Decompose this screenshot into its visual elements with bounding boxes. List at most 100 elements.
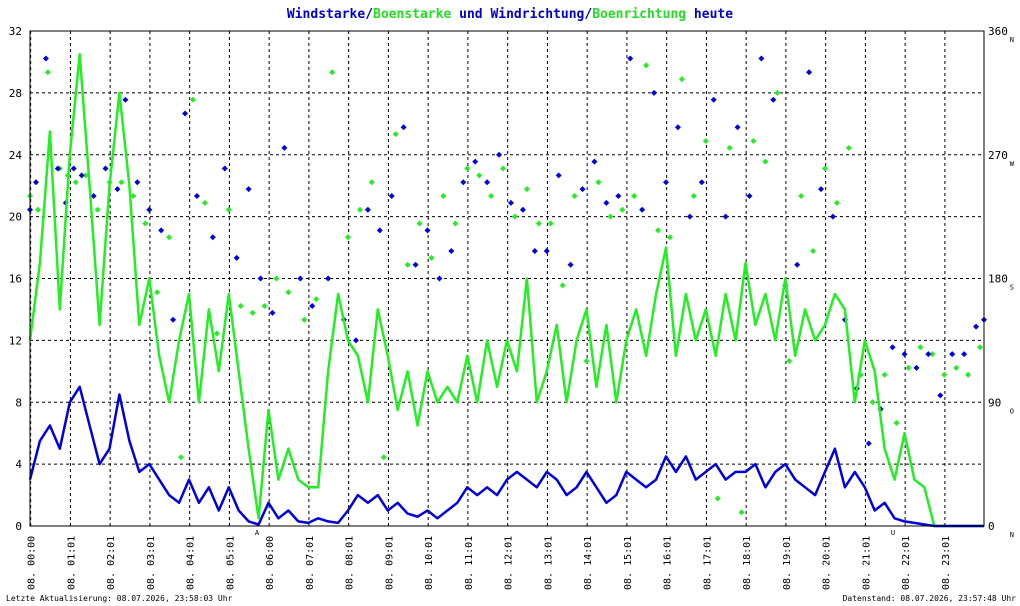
wind-direction-point bbox=[221, 165, 228, 172]
gust-direction-point bbox=[261, 303, 268, 309]
x-tick-label: 08. 05:01 bbox=[225, 536, 236, 590]
x-tick-label: 08. 10:01 bbox=[424, 536, 435, 590]
gust-direction-point bbox=[750, 138, 757, 144]
gust-direction-point bbox=[416, 220, 423, 227]
y-right-tick-label: 360 bbox=[988, 25, 1008, 38]
wind-direction-point bbox=[674, 124, 681, 131]
wind-direction-point bbox=[949, 351, 956, 358]
wind-direction-point bbox=[901, 351, 908, 358]
x-tick-label: 08. 02:01 bbox=[106, 536, 117, 590]
gust-direction-point bbox=[822, 165, 828, 172]
gust-direction-point bbox=[189, 96, 196, 103]
wind-direction-point bbox=[122, 96, 129, 103]
wind-direction-point bbox=[281, 144, 288, 151]
x-tick-label: 08. 04:01 bbox=[186, 536, 197, 590]
wind-direction-point bbox=[78, 172, 85, 179]
y-left-tick-label: 0 bbox=[15, 520, 22, 533]
gust-direction-point bbox=[500, 165, 507, 172]
gust-direction-point bbox=[142, 220, 149, 227]
wind-direction-point bbox=[496, 151, 503, 158]
x-tick-label: 08. 23:01 bbox=[941, 536, 952, 590]
gust-direction-point bbox=[977, 344, 984, 351]
gust-direction-point bbox=[345, 234, 351, 241]
title-sep1: / bbox=[365, 7, 373, 22]
x-tick-label: 08. 07:01 bbox=[305, 536, 316, 590]
y-right-direction-label: O bbox=[1010, 407, 1014, 415]
gust-direction-point bbox=[774, 89, 781, 96]
gust-direction-point bbox=[392, 131, 399, 138]
x-tick-label: 08. 01:01 bbox=[66, 536, 77, 590]
title-sep2: / bbox=[584, 7, 592, 22]
gust-direction-point bbox=[440, 193, 447, 199]
x-axis-labels: 08. 00:00 08. 01:01 08. 02:01 08. 03:01 08. … bbox=[27, 536, 952, 590]
gust-direction-point bbox=[881, 371, 888, 378]
gust-direction-point bbox=[607, 213, 614, 220]
y-left-tick-label: 4 bbox=[15, 458, 22, 471]
title-wind-dir: Windrichtung bbox=[490, 7, 584, 22]
gust-speed-line bbox=[28, 52, 984, 528]
gust-direction-point bbox=[965, 371, 972, 378]
y-right-direction-label: W bbox=[1010, 160, 1015, 168]
wind-direction-point bbox=[603, 199, 610, 206]
x-tick-label: 08. 20:01 bbox=[822, 536, 833, 590]
gust-direction-point bbox=[34, 206, 41, 213]
gust-direction-point bbox=[559, 282, 566, 289]
y-left-tick-label: 24 bbox=[9, 149, 23, 162]
footer-last-update: Letzte Aktualisierung: 08.07.2026, 23:58… bbox=[6, 594, 233, 603]
wind-direction-point bbox=[829, 213, 836, 220]
y-right-direction-label: S bbox=[1010, 284, 1014, 292]
wind-direction-point bbox=[90, 193, 97, 199]
wind-direction-point bbox=[54, 165, 61, 172]
x-tick-label: 08. 06:00 bbox=[265, 536, 276, 590]
wind-direction-point bbox=[400, 124, 407, 131]
wind-direction-point bbox=[170, 316, 177, 323]
wind-direction-point bbox=[543, 248, 550, 254]
gust-direction-point bbox=[118, 179, 125, 186]
x-tick-label: 08. 09:01 bbox=[384, 536, 395, 590]
wind-direction-point bbox=[579, 186, 586, 193]
gust-direction-point bbox=[869, 399, 876, 406]
wind-direction-point bbox=[555, 172, 562, 179]
wind-direction-point bbox=[722, 213, 729, 220]
wind-direction-point bbox=[158, 227, 165, 234]
gust-direction-point bbox=[213, 330, 220, 337]
wind-direction-point bbox=[352, 337, 359, 344]
wind-direction-point bbox=[770, 96, 777, 103]
wind-direction-point bbox=[591, 158, 598, 165]
y-right-tick-label: 0 bbox=[988, 520, 995, 533]
wind-direction-point bbox=[531, 248, 538, 254]
gust-direction-point bbox=[356, 206, 363, 213]
gust-direction-point bbox=[225, 206, 232, 213]
wind-direction-point bbox=[233, 254, 240, 261]
x-tick-label: 08. 15:01 bbox=[623, 536, 634, 590]
wind-direction-point bbox=[193, 193, 200, 199]
gust-direction-point bbox=[178, 454, 185, 461]
gust-direction-point bbox=[130, 193, 137, 199]
chart-title: Windstarke/Boenstarke und Windrichtung/B… bbox=[287, 7, 733, 22]
gust-direction-point bbox=[313, 296, 320, 303]
gust-direction-point bbox=[845, 144, 852, 151]
gust-direction-point bbox=[738, 509, 745, 516]
x-tick-label: 08. 19:01 bbox=[782, 536, 793, 590]
wind-direction-point bbox=[507, 199, 514, 206]
wind-direction-point bbox=[325, 275, 332, 282]
gust-direction-point bbox=[368, 179, 375, 186]
wind-direction-point bbox=[710, 96, 717, 103]
y-left-tick-label: 32 bbox=[9, 25, 22, 38]
wind-direction-point bbox=[484, 179, 491, 186]
wind-direction-point bbox=[567, 261, 574, 268]
wind-direction-point bbox=[925, 351, 932, 358]
y-right-tick-label: 270 bbox=[988, 149, 1008, 162]
gust-direction-point bbox=[488, 193, 495, 199]
gust-direction-point bbox=[678, 76, 685, 83]
wind-direction-point bbox=[519, 206, 526, 213]
gust-direction-point bbox=[201, 199, 208, 206]
wind-direction-point bbox=[297, 275, 304, 282]
gust-direction-point bbox=[44, 69, 51, 76]
gust-direction-point bbox=[929, 351, 936, 358]
gust-direction-point bbox=[583, 358, 590, 364]
gust-direction-point bbox=[94, 206, 101, 213]
y-left-tick-label: 28 bbox=[9, 87, 22, 100]
x-tick-label: 08. 12:01 bbox=[504, 536, 515, 590]
